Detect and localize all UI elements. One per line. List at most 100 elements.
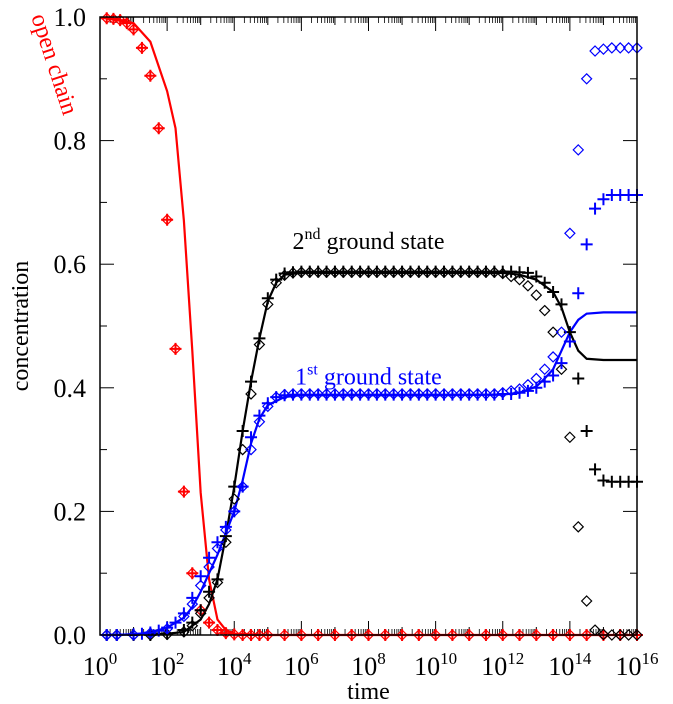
diamond-marker [421,266,434,279]
plus-marker [538,276,551,289]
diamond-marker [228,628,241,641]
diamond-marker [303,266,316,279]
x-tick-label: 1016 [616,649,659,681]
diamond-marker [547,629,559,641]
plus-marker [513,386,526,399]
plus-marker [521,266,534,279]
diamond-marker [121,17,133,30]
diamond-marker [278,629,291,641]
diamond-marker [203,561,215,573]
diamond-marker [564,227,576,240]
plus-marker [589,463,602,476]
diamond-marker [312,629,325,641]
x-tick-base: 10 [150,652,176,681]
plus-marker [107,12,120,25]
plus-marker [253,332,266,345]
x-tick-exponent: 14 [574,649,592,668]
diamond-marker [438,266,450,279]
x-tick-base: 10 [481,652,507,681]
diamond-marker [429,388,442,400]
diamond-marker [100,629,113,641]
diamond-marker [429,629,442,641]
diamond-marker [505,270,517,283]
x-tick-exponent: 4 [243,649,252,668]
diamond-marker [362,629,375,641]
diamond-marker [186,619,199,632]
diamond-marker [572,144,585,156]
diamond-marker [404,388,417,400]
diamond-marker [161,622,173,635]
diamond-marker [631,629,643,641]
plus-marker [177,607,190,620]
plus-marker [177,485,190,498]
plus-marker [538,375,551,388]
diamond-marker [144,69,157,82]
diamond-marker [253,415,266,428]
diamond-marker [454,266,467,279]
plus-marker [228,505,241,518]
ordinal-suffix: nd [305,226,321,243]
diamond-marker [312,266,325,279]
diamond-marker [186,598,199,610]
plus-marker [186,591,199,604]
diamond-marker [194,579,207,592]
plus-marker [211,624,224,637]
plus-marker [555,357,568,370]
ordinal-number: 1 [295,365,307,391]
diamond-marker [454,388,467,400]
diamond-marker [488,266,501,279]
diamond-marker [278,269,291,282]
plus-marker [144,69,157,82]
x-tick-exponent: 6 [310,649,319,668]
diamond-marker [572,521,585,533]
diamond-marker [446,388,459,400]
diamond-marker [295,266,308,279]
diamond-marker [278,388,291,401]
plus-marker [270,273,283,286]
plus-marker [547,286,560,299]
plus-marker [270,391,283,404]
diamond-marker [480,629,492,641]
diamond-marker [496,629,509,641]
diamond-marker [379,388,392,400]
diamond-marker [110,629,123,641]
plus-marker [572,372,585,385]
diamond-marker [564,431,576,444]
x-tick-exponent: 8 [377,649,386,668]
diamond-marker [580,595,593,607]
plus-marker [555,298,568,311]
x-tick-base: 10 [548,652,574,681]
diamond-marker [555,326,568,339]
diamond-marker [287,267,299,279]
diamond-marker [438,388,450,400]
diamond-marker [396,266,408,279]
diamond-marker [605,629,618,641]
diamond-marker [161,628,173,641]
diamond-marker [513,273,526,286]
diamond-marker [429,266,442,279]
diamond-marker [270,276,283,289]
diamond-marker [345,266,358,279]
diamond-marker [614,42,627,54]
plus-marker [261,292,274,305]
x-tick-base: 10 [616,652,642,681]
diamond-marker [396,629,408,641]
diamond-marker [287,388,299,400]
diamond-marker [362,266,375,279]
diamond-marker [253,338,266,351]
plus-marker [203,585,216,598]
diamond-marker [463,629,476,641]
diamond-marker [555,363,568,376]
plus-marker [186,616,199,629]
diamond-marker [530,629,543,641]
plus-marker [161,213,174,226]
plus-marker [186,567,199,580]
y-tick-label: 0.2 [54,497,87,526]
diamond-marker [236,480,249,493]
x-tick-base: 10 [351,652,377,681]
second-ground-state-label: 2nd ground state [293,226,445,255]
plus-marker [580,238,593,251]
diamond-marker [354,388,366,400]
diamond-marker [480,388,492,400]
x-tick-base: 10 [414,652,440,681]
